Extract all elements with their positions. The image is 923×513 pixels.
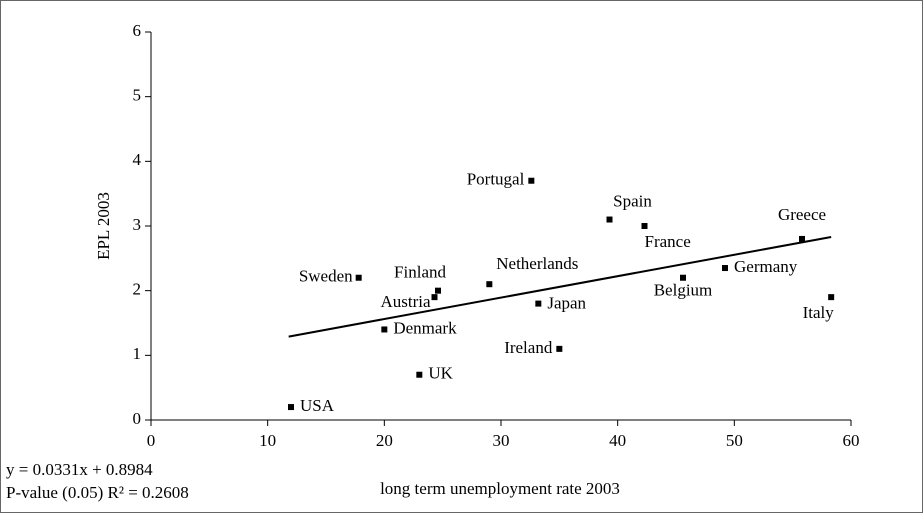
point <box>680 274 686 281</box>
point <box>799 235 805 242</box>
x-tick-label: 10 <box>259 431 276 450</box>
point-label: USA <box>300 396 335 415</box>
point-label: Netherlands <box>496 254 578 273</box>
point <box>381 326 388 333</box>
x-tick-label: 40 <box>609 431 626 450</box>
point-label: Finland <box>394 263 446 282</box>
point <box>722 265 728 272</box>
point-label: Sweden <box>299 267 353 286</box>
y-tick-label: 0 <box>133 409 142 428</box>
point-label: Ireland <box>504 338 553 357</box>
point <box>556 345 563 352</box>
point-label: Austria <box>380 292 431 311</box>
point-label: Greece <box>778 205 826 224</box>
y-tick-label: 1 <box>133 344 142 363</box>
x-tick-label: 30 <box>493 431 510 450</box>
x-tick-label: 60 <box>843 431 860 450</box>
y-tick-label: 5 <box>133 86 142 105</box>
point-label: Italy <box>803 303 835 322</box>
y-axis-label: EPL 2003 <box>94 192 113 260</box>
point <box>355 274 362 281</box>
point <box>528 177 535 184</box>
point <box>828 294 835 301</box>
point-label: Germany <box>734 257 798 276</box>
point <box>431 294 438 301</box>
y-tick-label: 6 <box>133 21 142 40</box>
y-tick-label: 4 <box>133 150 142 169</box>
point-label: France <box>645 232 691 251</box>
point <box>486 281 493 288</box>
x-tick-label: 0 <box>147 431 156 450</box>
trend-line <box>288 236 832 338</box>
point <box>288 404 294 411</box>
x-tick-label: 20 <box>376 431 393 450</box>
point-label: Japan <box>547 294 586 313</box>
point-label: Belgium <box>654 281 713 300</box>
point <box>435 287 441 294</box>
point <box>606 216 613 223</box>
point-label: Spain <box>613 191 652 210</box>
y-tick-label: 2 <box>133 280 142 299</box>
point <box>416 371 423 378</box>
point <box>641 223 648 229</box>
annotation: y = 0.0331x + 0.8984 <box>6 460 153 479</box>
x-axis-label: long term unemployment rate 2003 <box>380 479 620 498</box>
annotation: P-value (0.05) R² = 0.2608 <box>6 483 189 502</box>
point-label: Portugal <box>467 170 525 189</box>
point <box>535 300 542 307</box>
y-tick-label: 3 <box>133 215 142 234</box>
point-label: UK <box>428 364 453 383</box>
x-tick-label: 50 <box>726 431 743 450</box>
point-label: Denmark <box>393 318 457 337</box>
